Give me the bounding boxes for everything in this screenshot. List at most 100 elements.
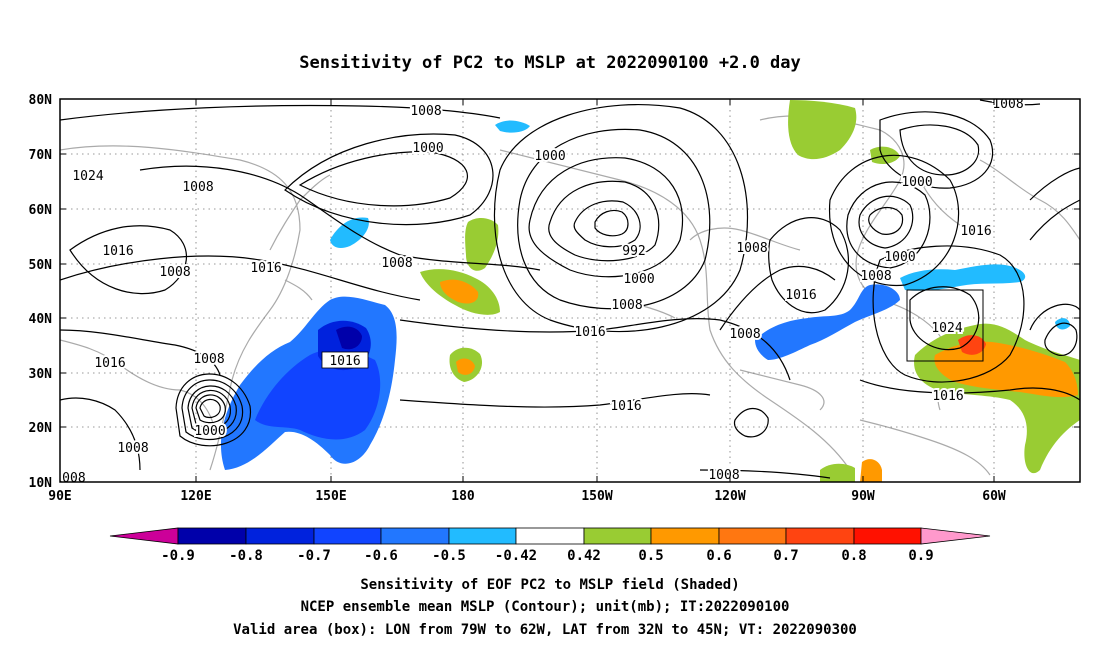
colorbar-label: -0.5	[432, 548, 466, 564]
positive-core-dateline-south	[456, 358, 475, 375]
lat-tick-labels: 80N 70N 60N 50N 40N 30N 20N 10N	[29, 93, 53, 491]
captions: Sensitivity of EOF PC2 to MSLP field (Sh…	[233, 577, 857, 638]
caption-line-1: Sensitivity of EOF PC2 to MSLP field (Sh…	[360, 577, 739, 593]
contour-label: 1008	[54, 471, 85, 486]
lat-tick-label: 50N	[29, 258, 53, 273]
contour-label: 1008	[729, 327, 760, 342]
lon-tick-label: 90E	[48, 489, 71, 504]
colorbar-label: -0.7	[297, 548, 331, 564]
contour-label: 1008	[381, 256, 412, 271]
lon-tick-label: 90W	[851, 489, 875, 504]
valid-area-box	[906, 289, 984, 362]
colorbar	[109, 527, 991, 545]
lat-tick-label: 60N	[29, 203, 53, 218]
contour-label: 1016	[960, 224, 991, 239]
colorbar-swatch	[583, 527, 652, 545]
lat-tick-label: 20N	[29, 421, 53, 436]
contour-label: 1000	[623, 272, 654, 287]
negative-core-1	[255, 349, 381, 440]
contour-label: 1000	[884, 250, 915, 265]
colorbar-swatch	[380, 527, 450, 545]
lon-tick-label: 120E	[180, 489, 211, 504]
positive-patch-dateline-north	[465, 218, 499, 271]
colorbar-labels: -0.9 -0.8 -0.7 -0.6 -0.5 -0.42 0.42 0.5 …	[161, 548, 934, 564]
contour-label: 1008	[193, 352, 224, 367]
contour-label: 1000	[534, 149, 565, 164]
lat-tick-label: 30N	[29, 367, 53, 382]
negative-patch-north	[330, 217, 369, 248]
lat-tick-label: 40N	[29, 312, 53, 327]
colorbar-label: -0.6	[364, 548, 398, 564]
contour-label: 1008	[117, 441, 148, 456]
contour-label: 1016	[610, 399, 641, 414]
contour-label: 1016	[250, 261, 281, 276]
contour-label: 1008	[410, 104, 441, 119]
lon-tick-labels: 90E 120E 150E 180 150W 120W 90W 60W	[48, 489, 1006, 504]
contour-label: 1016	[94, 356, 125, 371]
contour-label: 992	[622, 244, 645, 259]
sensitivity-shading	[220, 100, 1080, 482]
contour-label: 1008	[992, 97, 1023, 112]
colorbar-label: 0.9	[908, 548, 933, 564]
colorbar-swatch	[515, 527, 585, 545]
positive-core-atlantic-south	[934, 341, 1078, 398]
colorbar-swatch	[785, 527, 855, 545]
lon-tick-label: 120W	[714, 489, 745, 504]
contour-label: 1016	[102, 244, 133, 259]
colorbar-label: 0.5	[638, 548, 663, 564]
contour-label: 1008	[860, 269, 891, 284]
map-frame	[59, 98, 1081, 483]
negative-patch-east-pacific	[755, 284, 900, 360]
colorbar-swatch	[853, 527, 922, 545]
chart-title: Sensitivity of PC2 to MSLP at 2022090100…	[299, 53, 801, 73]
colorbar-swatch	[245, 527, 315, 545]
colorbar-swatch	[650, 527, 720, 545]
contour-label: 1000	[412, 141, 443, 156]
contour-label: 1008	[736, 241, 767, 256]
contour-label: 1016	[785, 288, 816, 303]
positive-core-dateline-mid	[440, 279, 479, 304]
positive-patch-arctic	[788, 100, 857, 160]
lat-tick-label: 10N	[29, 476, 53, 491]
colorbar-label: -0.8	[229, 548, 263, 564]
lon-tick-label: 180	[451, 489, 475, 504]
negative-patch-arctic	[495, 120, 530, 133]
colorbar-swatch	[177, 527, 247, 545]
caption-line-2: NCEP ensemble mean MSLP (Contour); unit(…	[301, 599, 790, 615]
mslp-contours	[60, 99, 1080, 479]
colorbar-swatch	[448, 527, 517, 545]
positive-core-atlantic-red	[958, 335, 986, 355]
contour-label: 1000	[901, 175, 932, 190]
lat-tick-label: 70N	[29, 148, 53, 163]
colorbar-label: 0.42	[567, 548, 601, 564]
contour-label: 1016	[932, 389, 963, 404]
colorbar-label: 0.6	[706, 548, 731, 564]
colorbar-swatch	[313, 527, 382, 545]
contour-label: 1008	[611, 298, 642, 313]
colorbar-label: -0.9	[161, 548, 195, 564]
lon-tick-label: 150E	[315, 489, 346, 504]
colorbar-below-triangle	[109, 527, 179, 545]
positive-core-south-pacific	[860, 459, 882, 482]
map-panel: 1008 1008 1000 1000 1024 1008 1016 1008 …	[54, 97, 1080, 486]
colorbar-label: 0.8	[841, 548, 866, 564]
colorbar-swatch	[718, 527, 787, 545]
colorbar-label: -0.42	[495, 548, 537, 564]
contour-label: 1024	[931, 321, 962, 336]
axis-ticks	[60, 98, 1080, 483]
colorbar-above-triangle	[920, 527, 991, 545]
lon-tick-label: 60W	[982, 489, 1006, 504]
contour-label-boxed: 1016	[329, 354, 360, 369]
negative-core-3	[336, 326, 362, 350]
lon-tick-label: 150W	[581, 489, 612, 504]
contour-label: 1016	[574, 325, 605, 340]
contour-labels: 1008 1008 1000 1000 1024 1008 1016 1008 …	[54, 97, 1026, 486]
contour-label: 1024	[72, 169, 103, 184]
colorbar-label: 0.7	[773, 548, 798, 564]
lat-tick-label: 80N	[29, 93, 53, 108]
contour-label: 1008	[182, 180, 213, 195]
contour-label: 1008	[708, 468, 739, 483]
contour-label: 1008	[159, 265, 190, 280]
